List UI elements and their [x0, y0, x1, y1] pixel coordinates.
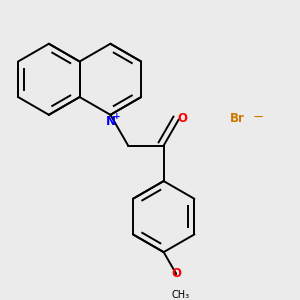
Text: N: N: [105, 115, 116, 128]
Text: Br: Br: [230, 112, 245, 125]
Text: O: O: [171, 267, 181, 280]
Text: CH₃: CH₃: [172, 290, 190, 300]
Text: −: −: [252, 110, 263, 124]
Text: O: O: [178, 112, 188, 124]
Text: +: +: [112, 112, 120, 121]
